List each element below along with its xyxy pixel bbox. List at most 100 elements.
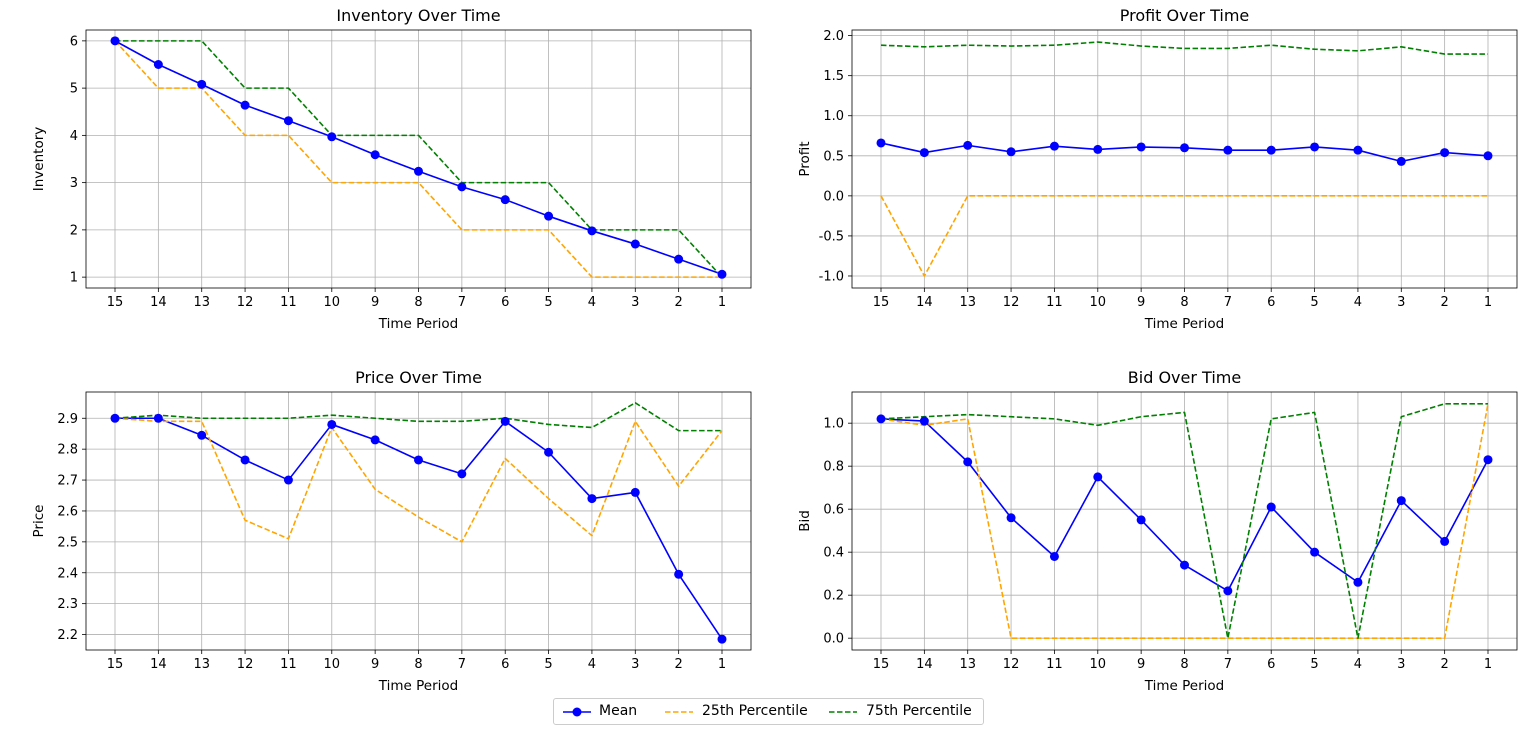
y-axis-label: Bid: [797, 510, 813, 532]
y-tick-label: -1.0: [819, 269, 844, 284]
x-tick-label: 12: [237, 657, 254, 672]
y-tick-label: 3: [70, 176, 78, 191]
x-tick-label: 1: [1484, 657, 1492, 672]
y-tick-label: 1.5: [823, 69, 844, 84]
series-mean-point: [1049, 551, 1059, 561]
x-tick-label: 7: [458, 657, 466, 672]
x-tick-label: 6: [1267, 295, 1275, 310]
y-tick-label: 0.8: [823, 460, 844, 475]
x-tick-label: 4: [1354, 657, 1362, 672]
legend-label-p75: 75th Percentile: [866, 703, 972, 719]
x-tick-label: 13: [193, 295, 210, 310]
series-mean-point: [919, 416, 929, 426]
series-mean-point: [110, 36, 120, 46]
y-tick-label: 2.5: [57, 535, 78, 550]
series-mean-point: [587, 226, 597, 236]
x-tick-label: 9: [1137, 657, 1145, 672]
y-tick-label: 0.0: [823, 189, 844, 204]
y-tick-label: 2: [70, 223, 78, 238]
y-tick-label: 5: [70, 82, 78, 97]
series-mean-point: [500, 416, 510, 426]
series-p25-line: [114, 417, 723, 543]
series-mean-point: [717, 634, 727, 644]
x-axis-label: Time Period: [378, 678, 458, 694]
y-axis-label: Inventory: [31, 127, 47, 191]
x-tick-label: 9: [371, 657, 379, 672]
y-tick-label: 2.0: [823, 29, 844, 44]
x-tick-label: 3: [631, 295, 639, 310]
x-tick-label: 8: [414, 657, 422, 672]
x-tick-label: 9: [371, 295, 379, 310]
legend-label-p25: 25th Percentile: [702, 703, 808, 719]
series-p25-line: [880, 195, 1488, 277]
x-tick-label: 1: [1484, 295, 1492, 310]
series-p75-line: [115, 40, 723, 278]
x-tick-label: 2: [1441, 295, 1449, 310]
y-tick-label: 2.4: [57, 566, 78, 581]
x-tick-label: 15: [107, 295, 124, 310]
y-axis-label: Profit: [797, 141, 813, 176]
x-tick-label: 11: [1046, 295, 1063, 310]
y-axis-label: Price: [31, 505, 47, 538]
chart-title: Profit Over Time: [1120, 6, 1250, 25]
x-tick-label: 15: [107, 657, 124, 672]
series-mean-point: [544, 211, 554, 221]
series-mean-point: [1310, 142, 1320, 152]
series-mean-point: [1006, 513, 1016, 523]
series-mean-point: [630, 239, 640, 249]
series-mean-point: [544, 447, 554, 457]
series-mean-point: [370, 435, 380, 445]
series-mean-point: [630, 487, 640, 497]
series-mean-point: [1483, 151, 1493, 161]
x-tick-label: 13: [959, 295, 976, 310]
x-tick-label: 5: [544, 657, 552, 672]
series-mean-point: [457, 182, 467, 192]
x-tick-label: 6: [1267, 657, 1275, 672]
x-tick-label: 3: [631, 657, 639, 672]
series-mean-point: [240, 455, 250, 465]
y-tick-label: 2.8: [57, 443, 78, 458]
series-p75-line: [114, 402, 722, 432]
y-tick-label: 2.3: [57, 597, 78, 612]
x-tick-label: 2: [1441, 657, 1449, 672]
series-mean-point: [1136, 515, 1146, 525]
series-mean-point: [1180, 560, 1189, 570]
x-tick-label: 5: [544, 295, 552, 310]
x-tick-label: 11: [280, 657, 297, 672]
series-mean-point: [1093, 144, 1103, 154]
x-tick-label: 12: [1003, 295, 1020, 310]
series-mean-point: [153, 59, 163, 69]
x-tick-label: 15: [873, 657, 890, 672]
x-tick-label: 11: [280, 295, 297, 310]
legend-swatch-p75: [829, 711, 857, 713]
y-tick-label: 1.0: [823, 109, 844, 124]
x-tick-label: 3: [1397, 295, 1405, 310]
legend: Mean 25th Percentile 75th Percentile: [553, 698, 984, 725]
legend-label-mean: Mean: [599, 703, 638, 719]
series-mean-point: [876, 138, 886, 148]
series-mean-point: [1180, 143, 1189, 153]
x-tick-label: 7: [1224, 657, 1232, 672]
chart-profit: 15 14 13 12 11 10 9 8 7 6 5 4 3 2 1 -1.0 -0.5 0.0 0.5 1.0 1.…: [797, 6, 1518, 332]
series-mean-point: [500, 195, 510, 205]
x-tick-label: 15: [873, 295, 890, 310]
series-mean-point: [283, 475, 293, 485]
series-mean-point: [1310, 547, 1320, 557]
series-mean-point: [1136, 142, 1146, 152]
x-tick-label: 7: [458, 295, 466, 310]
y-tick-label: 0.2: [823, 589, 844, 604]
x-tick-label: 12: [1003, 657, 1020, 672]
series-mean-point: [717, 269, 727, 279]
series-mean-point: [1049, 141, 1059, 151]
series-mean-point: [1266, 502, 1276, 512]
x-tick-label: 13: [193, 657, 210, 672]
series-mean-point: [327, 132, 337, 142]
legend-swatch-p25: [665, 711, 693, 713]
series-mean-point: [1223, 145, 1233, 155]
x-tick-label: 14: [150, 657, 167, 672]
series-mean-point: [457, 469, 467, 479]
y-tick-label: 1: [70, 271, 78, 286]
x-tick-label: 14: [150, 295, 167, 310]
x-tick-label: 12: [237, 295, 254, 310]
series-p25-line: [114, 40, 722, 278]
